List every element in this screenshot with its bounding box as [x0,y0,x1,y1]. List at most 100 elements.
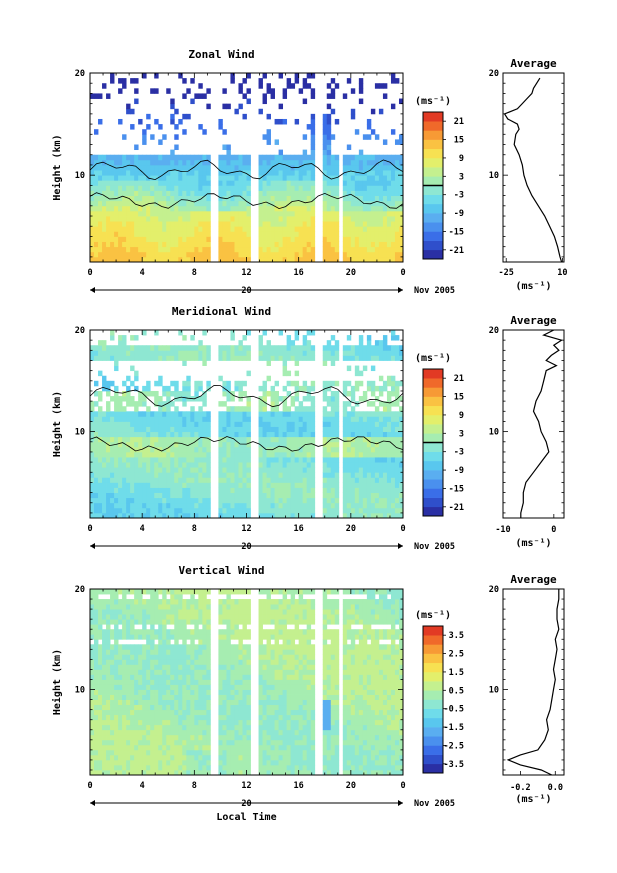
heatmap-cell [198,416,203,422]
heatmap-cell [374,226,380,232]
heatmap-cell [122,200,127,207]
heatmap-cell [114,739,119,746]
heatmap-cell [118,739,123,746]
heatmap-cell [358,190,364,196]
heatmap-cell [346,462,352,468]
heatmap-cell [162,390,167,397]
heatmap-cell [118,401,123,407]
heatmap-cell [126,502,131,509]
heatmap-cell [130,614,135,620]
heatmap-cell [98,709,103,716]
heatmap-cell [294,380,300,387]
heatmap-cell [158,487,163,493]
heatmap-cell [262,401,267,407]
heatmap-cell [190,446,195,453]
heatmap-cell [382,190,388,196]
heatmap-cell [346,345,352,351]
heatmap-cell [186,729,191,736]
heatmap-cell [246,241,251,248]
heatmap-cell [266,88,271,94]
heatmap-cell [222,457,227,463]
heatmap-cell [274,256,279,263]
heatmap-cell [206,185,211,191]
heatmap-cell [142,457,147,463]
heatmap-cell [162,205,167,212]
heatmap-cell [150,644,155,650]
heatmap-cell [114,190,119,196]
heatmap-cell [194,355,199,361]
heatmap-cell [94,441,99,448]
heatmap-cell [226,441,231,448]
zero-contour-line [89,192,404,210]
heatmap-cell [166,390,171,397]
heatmap-cell [302,421,308,427]
heatmap-cell [150,604,155,610]
heatmap-cell [274,190,279,196]
heatmap-cell [170,390,175,397]
heatmap-cell [270,195,275,202]
heatmap-cell [150,709,155,716]
heatmap-cell [278,436,284,443]
heatmap-cell [182,216,187,222]
heatmap-cell [126,624,131,630]
heatmap-cell [162,709,167,716]
heatmap-cell [90,436,95,443]
heatmap-cell [282,451,288,458]
heatmap-cell [290,340,296,346]
heatmap-cell [226,154,231,161]
heatmap-cell [226,210,231,217]
heatmap-cell [238,88,243,94]
heatmap-cell [398,175,404,181]
heatmap-cell [94,629,99,635]
heatmap-cell [106,93,111,99]
heatmap-cell [134,175,139,181]
heatmap-cell [238,451,243,458]
heatmap-cell [154,719,159,726]
heatmap-cell [322,118,328,125]
heatmap-cell [170,684,175,690]
heatmap-cell [354,190,360,196]
heatmap-cell [206,380,211,387]
heatmap-cell [278,441,284,448]
heatmap-cell [274,406,279,412]
heatmap-cell [130,124,135,130]
heatmap-cell [394,221,400,227]
heatmap-cell [246,185,251,191]
heatmap-cell [286,335,292,341]
heatmap-cell [234,462,239,468]
heatmap-cell [90,406,95,412]
heatmap-cell [222,355,227,361]
heatmap-cell [354,236,360,242]
heatmap-cell [126,644,131,650]
heatmap-cell [302,241,308,248]
panel-title: Vertical Wind [178,564,264,577]
heatmap-cell [330,335,336,341]
heatmap-cell [278,226,284,232]
heatmap-cell [386,350,392,356]
heatmap-cell [178,669,183,675]
heatmap-cell [310,497,316,504]
heatmap-cell [230,221,235,227]
heatmap-cell [166,170,171,176]
heatmap-cell [218,185,223,191]
heatmap-cell [174,350,179,356]
heatmap-cell [114,180,119,186]
heatmap-cell [334,502,340,509]
heatmap-cell [106,659,111,665]
heatmap-cell [258,477,263,483]
heatmap-cell [122,164,127,171]
heatmap-cell [262,512,267,519]
heatmap-cell [198,482,203,488]
heatmap-cell [98,236,103,242]
heatmap-cell [158,205,163,212]
heatmap-cell [202,502,207,509]
heatmap-cell [358,88,364,94]
colorbar-segment [423,130,443,140]
heatmap-cell [146,739,151,746]
heatmap-cell [170,170,175,176]
heatmap-cell [142,482,147,488]
heatmap-cell [310,180,316,186]
heatmap-cell [158,185,163,191]
heatmap-cell [306,390,312,397]
heatmap-cell [286,180,292,186]
